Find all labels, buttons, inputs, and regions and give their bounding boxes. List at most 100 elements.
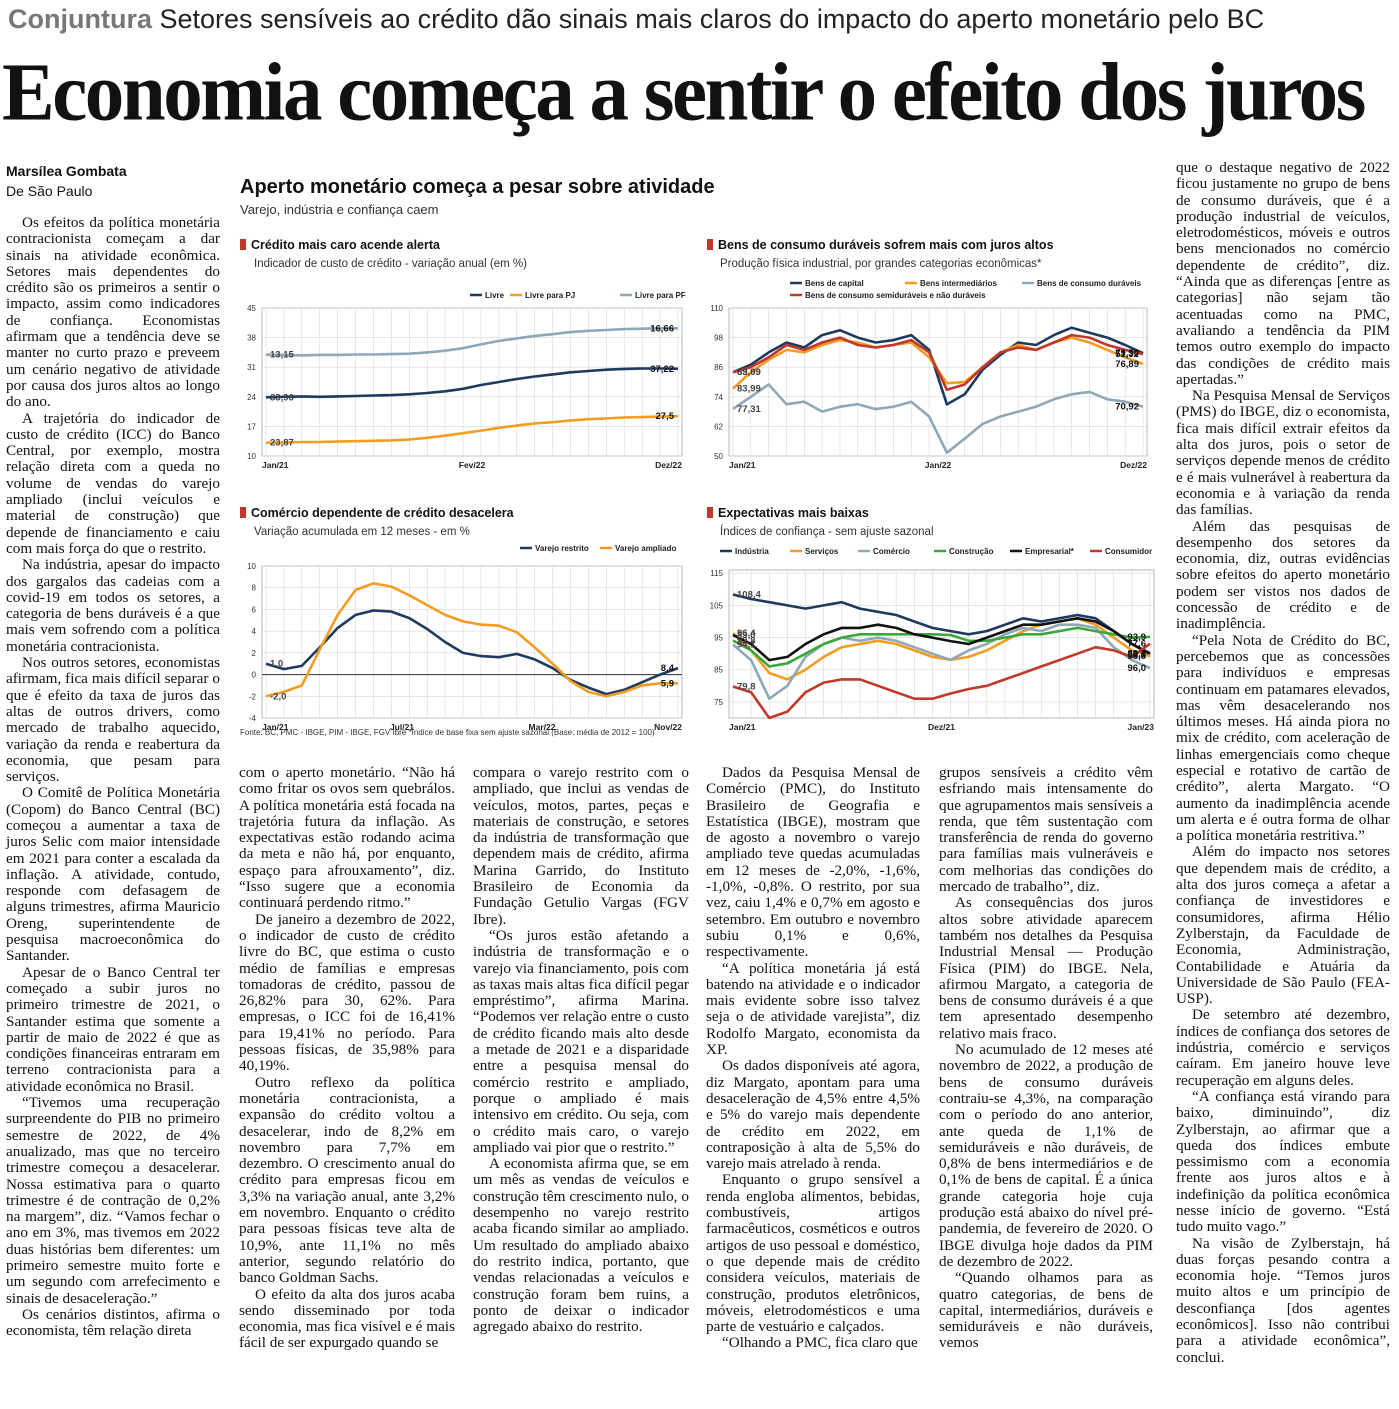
data-label: 95,8 xyxy=(1128,649,1147,660)
y-tick-label: 38 xyxy=(247,334,256,343)
byline: Marsílea Gombata De São Paulo xyxy=(6,163,127,199)
y-tick-label: -2 xyxy=(249,692,257,701)
data-label: 8,4 xyxy=(661,663,675,674)
paragraph: As consequências dos juros altos sobre a… xyxy=(939,894,1153,1042)
headline: Economia começa a sentir o efeito dos ju… xyxy=(2,47,1366,139)
data-label: -2,0 xyxy=(270,691,286,702)
y-tick-label: 0 xyxy=(252,671,257,680)
x-tick-label: Mar/22 xyxy=(529,722,556,732)
article-column-1: Os efeitos da política monetária contrac… xyxy=(6,214,220,1339)
series-line xyxy=(265,609,679,696)
y-tick-label: 8 xyxy=(252,584,257,593)
infographic-title: Aperto monetário começa a pesar sobre at… xyxy=(240,176,715,198)
chart2-title: Bens de consumo duráveis sofrem mais com… xyxy=(707,238,1054,252)
y-tick-label: 17 xyxy=(247,422,256,431)
x-tick-label: Jul/21 xyxy=(390,722,414,732)
data-label: 108,4 xyxy=(737,589,761,600)
legend-label: Livre xyxy=(485,291,505,300)
x-tick-label: Jan/23 xyxy=(1128,722,1155,732)
section-tag: Conjuntura xyxy=(8,4,152,34)
data-label: 83,99 xyxy=(737,367,761,378)
chart1-subtitle: Indicador de custo de crédito - variação… xyxy=(254,258,527,270)
paragraph: O Comitê de Política Monetária (Copom) d… xyxy=(6,784,220,965)
paragraph: “Pela Nota de Crédito do BC, percebemos … xyxy=(1176,631,1390,845)
legend-label: Livre para PJ xyxy=(525,291,575,300)
series-line xyxy=(265,414,679,444)
paragraph: A economista afirma que, se em um mês as… xyxy=(473,1155,689,1336)
y-tick-label: 105 xyxy=(710,601,724,610)
x-tick-label: Nov/22 xyxy=(654,722,682,732)
data-label: 95,8 xyxy=(1128,651,1147,662)
data-label: 33,96 xyxy=(270,392,294,403)
y-tick-label: 24 xyxy=(247,393,256,402)
y-tick-label: 10 xyxy=(247,452,256,461)
data-label: 69,09 xyxy=(737,367,761,378)
y-tick-label: -4 xyxy=(249,714,257,723)
y-tick-label: 50 xyxy=(714,452,723,461)
paragraph: compara o varejo restrito com o ampliado… xyxy=(473,764,689,928)
series-line xyxy=(265,367,679,399)
legend-label: Consumidor xyxy=(1105,547,1152,556)
paragraph: que o destaque negativo de 2022 ficou ju… xyxy=(1176,159,1390,388)
data-label: 79,8 xyxy=(737,681,756,692)
data-label: 94,1 xyxy=(737,640,756,651)
paragraph: Na indústria, apesar do impacto dos garg… xyxy=(6,556,220,655)
data-label: 16,66 xyxy=(650,323,674,334)
paragraph: Enquanto o grupo sensível a renda englob… xyxy=(706,1171,920,1336)
data-label: 83,99 xyxy=(737,384,761,395)
legend-label: Bens intermediários xyxy=(920,279,997,288)
y-tick-label: 115 xyxy=(710,569,723,578)
x-tick-label: Jan/21 xyxy=(262,460,289,470)
article-column-6: que o destaque negativo de 2022 ficou ju… xyxy=(1176,159,1390,1366)
data-label: 77,31 xyxy=(737,404,761,415)
paragraph: Na visão de Zylberstajn, há duas forças … xyxy=(1176,1234,1390,1366)
paragraph: Além das pesquisas de desempenho dos set… xyxy=(1176,517,1390,633)
chart-plot-area xyxy=(728,569,1155,719)
y-tick-label: 75 xyxy=(714,698,723,707)
paragraph: Na Pesquisa Mensal de Serviços (PMS) do … xyxy=(1176,387,1390,519)
legend-label: Bens de capital xyxy=(805,279,864,288)
data-label: 76,89 xyxy=(1115,359,1139,370)
chart4-title: Expectativas mais baixas xyxy=(707,506,869,520)
series-line xyxy=(732,626,1151,668)
data-label: 77,6 xyxy=(1128,639,1147,650)
legend-label: Varejo ampliado xyxy=(615,544,676,553)
data-label: 96,0 xyxy=(1128,663,1147,674)
legend-label: Empresarial* xyxy=(1025,547,1075,556)
y-tick-label: 2 xyxy=(252,649,257,658)
paragraph: Além do impacto nos setores que dependem… xyxy=(1176,843,1390,1008)
paragraph: Outro reflexo da política monetária cont… xyxy=(239,1073,455,1287)
legend-label: Varejo restrito xyxy=(535,544,589,553)
x-tick-label: Jan/21 xyxy=(729,460,756,470)
paragraph: Os efeitos da política monetária contrac… xyxy=(6,214,220,411)
chart1-title: Crédito mais caro acende alerta xyxy=(240,238,440,252)
legend-label: Comércio xyxy=(873,547,910,556)
paragraph: Dados da Pesquisa Mensal de Comércio (PM… xyxy=(706,764,920,961)
paragraph: “Olhando a PMC, fica claro que xyxy=(722,1334,918,1352)
series-line xyxy=(732,326,1144,406)
chart3-subtitle: Variação acumulada em 12 meses - em % xyxy=(254,526,470,538)
paragraph: De setembro até dezembro, índices de con… xyxy=(1176,1006,1390,1089)
paragraph: O efeito da alta dos juros acaba sendo d… xyxy=(239,1285,455,1352)
article-column-3: compara o varejo restrito com o ampliado… xyxy=(473,764,689,1336)
data-label: 70,92 xyxy=(1115,402,1139,413)
data-label: 93,9 xyxy=(1128,632,1147,643)
data-label: 88,1 xyxy=(1128,648,1147,659)
article-column-2: com o aperto monetário. “Não há como fri… xyxy=(239,764,455,1352)
data-label: 92,8 xyxy=(737,635,756,646)
x-tick-label: Dez/22 xyxy=(655,460,682,470)
legend-label: Bens de consumo semiduráveis e não duráv… xyxy=(805,291,986,300)
series-line xyxy=(732,333,1144,391)
kicker-text: Setores sensíveis ao crédito dão sinais … xyxy=(159,4,1265,34)
y-tick-label: 110 xyxy=(710,304,723,313)
series-line xyxy=(265,327,678,357)
x-tick-label: Jan/21 xyxy=(729,722,756,732)
x-tick-label: Jan/22 xyxy=(925,460,952,470)
data-label: 27,5 xyxy=(656,411,675,422)
y-tick-label: 4 xyxy=(252,627,257,636)
series-line xyxy=(732,593,1151,656)
y-tick-label: 45 xyxy=(247,304,256,313)
paragraph: grupos sensíveis a crédito vêm esfriando… xyxy=(939,764,1153,896)
data-label: 23,87 xyxy=(270,438,294,449)
y-tick-label: 86 xyxy=(714,363,723,372)
